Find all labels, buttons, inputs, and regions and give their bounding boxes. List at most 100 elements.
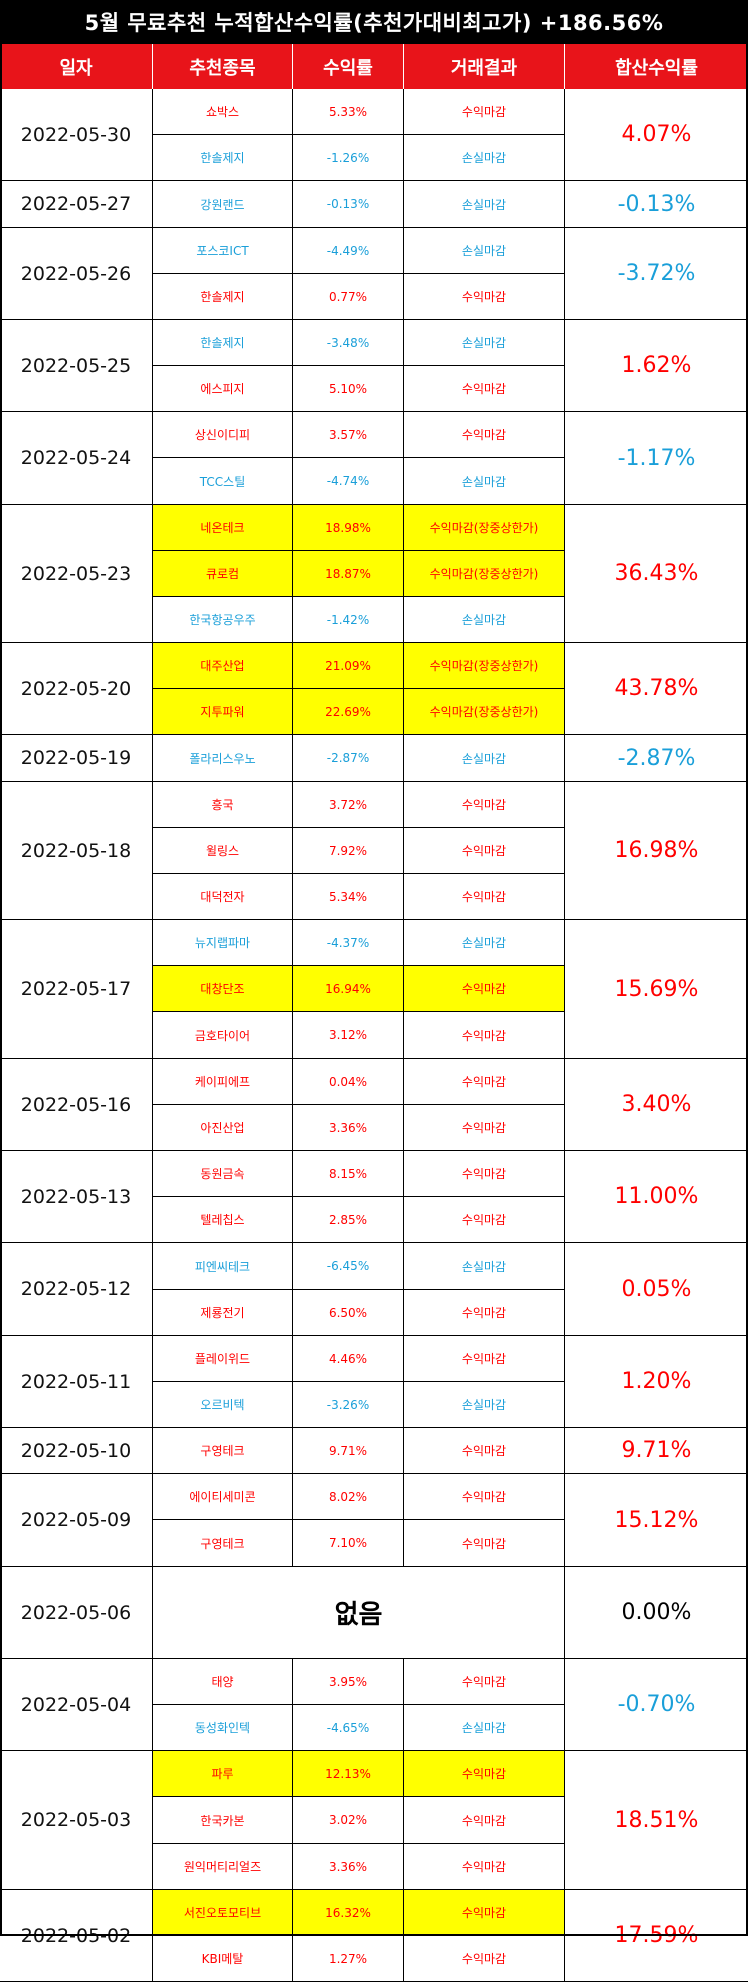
combined-return-cell: 43.78% — [565, 643, 748, 735]
trade-result-cell: 손실마감 — [404, 181, 565, 228]
combined-return-cell: -3.72% — [565, 228, 748, 320]
trade-result-cell: 손실마감 — [404, 735, 565, 782]
stock-name-cell: KBI메탈 — [153, 1936, 293, 1982]
stock-name-cell: 한솔제지 — [153, 135, 293, 181]
date-cell: 2022-05-06 — [0, 1567, 153, 1659]
stock-name-cell: 윌링스 — [153, 828, 293, 874]
trade-result-cell: 수익마감 — [404, 828, 565, 874]
return-rate-cell: 6.50% — [293, 1290, 404, 1336]
stock-name-cell: 서진오토모티브 — [153, 1890, 293, 1936]
stock-name-cell: 지투파워 — [153, 689, 293, 735]
trade-result-cell: 수익마감(장중상한가) — [404, 643, 565, 689]
trade-result-cell: 수익마감(장중상한가) — [404, 505, 565, 551]
combined-return-cell: 15.69% — [565, 920, 748, 1059]
combined-return-cell: -0.70% — [565, 1659, 748, 1751]
trade-result-cell: 수익마감 — [404, 1520, 565, 1567]
header-date: 일자 — [0, 44, 153, 89]
stock-name-cell: 한솔제지 — [153, 320, 293, 366]
return-rate-cell: 18.87% — [293, 551, 404, 597]
trade-result-cell: 손실마감 — [404, 597, 565, 643]
return-rate-cell: 12.13% — [293, 1751, 404, 1797]
stock-name-cell: TCC스틸 — [153, 458, 293, 505]
return-rate-cell: -2.87% — [293, 735, 404, 782]
header-rate: 수익률 — [293, 44, 404, 89]
return-rate-cell: 7.92% — [293, 828, 404, 874]
trade-result-cell: 손실마감 — [404, 228, 565, 274]
return-rate-cell: 22.69% — [293, 689, 404, 735]
trade-result-cell: 수익마감 — [404, 366, 565, 412]
trade-result-cell: 수익마감 — [404, 412, 565, 458]
date-cell: 2022-05-10 — [0, 1428, 153, 1474]
date-cell: 2022-05-24 — [0, 412, 153, 505]
trade-result-cell: 수익마감 — [404, 1336, 565, 1382]
stock-name-cell: 상신이디피 — [153, 412, 293, 458]
combined-return-cell: -2.87% — [565, 735, 748, 782]
date-cell: 2022-05-25 — [0, 320, 153, 412]
combined-return-cell: 4.07% — [565, 89, 748, 181]
no-recommendation-cell: 없음 — [153, 1567, 565, 1659]
return-rate-cell: 8.02% — [293, 1474, 404, 1520]
combined-return-cell: 16.98% — [565, 782, 748, 920]
header-total: 합산수익률 — [565, 44, 748, 89]
stock-name-cell: 큐로컴 — [153, 551, 293, 597]
return-rate-cell: 16.32% — [293, 1890, 404, 1936]
combined-return-cell: -0.13% — [565, 181, 748, 228]
return-rate-cell: 16.94% — [293, 966, 404, 1012]
return-rate-cell: 21.09% — [293, 643, 404, 689]
stock-name-cell: 케이피에프 — [153, 1059, 293, 1105]
return-rate-cell: -3.48% — [293, 320, 404, 366]
stock-name-cell: 쇼박스 — [153, 89, 293, 135]
return-rate-cell: 3.95% — [293, 1659, 404, 1705]
return-rate-cell: 3.57% — [293, 412, 404, 458]
trade-result-cell: 손실마감 — [404, 920, 565, 966]
date-cell: 2022-05-20 — [0, 643, 153, 735]
stock-name-cell: 동원금속 — [153, 1151, 293, 1197]
date-cell: 2022-05-27 — [0, 181, 153, 228]
return-rate-cell: 5.33% — [293, 89, 404, 135]
date-cell: 2022-05-16 — [0, 1059, 153, 1151]
return-rate-cell: -0.13% — [293, 181, 404, 228]
return-rate-cell: 1.27% — [293, 1936, 404, 1982]
trade-result-cell: 수익마감 — [404, 1012, 565, 1059]
trade-result-cell: 수익마감(장중상한가) — [404, 689, 565, 735]
date-cell: 2022-05-02 — [0, 1890, 153, 1982]
date-cell: 2022-05-18 — [0, 782, 153, 920]
return-rate-cell: 3.36% — [293, 1844, 404, 1890]
return-rate-cell: 3.12% — [293, 1012, 404, 1059]
trade-result-cell: 수익마감 — [404, 1197, 565, 1243]
date-cell: 2022-05-04 — [0, 1659, 153, 1751]
return-rate-cell: -4.65% — [293, 1705, 404, 1751]
stock-name-cell: 구영테크 — [153, 1520, 293, 1567]
stock-name-cell: 네온테크 — [153, 505, 293, 551]
stock-name-cell: 한솔제지 — [153, 274, 293, 320]
return-rate-cell: -1.42% — [293, 597, 404, 643]
combined-return-cell: 36.43% — [565, 505, 748, 643]
stock-name-cell: 제룡전기 — [153, 1290, 293, 1336]
date-cell: 2022-05-26 — [0, 228, 153, 320]
trade-result-cell: 손실마감 — [404, 135, 565, 181]
stock-name-cell: 오르비텍 — [153, 1382, 293, 1428]
trade-result-cell: 수익마감 — [404, 1474, 565, 1520]
trade-result-cell: 수익마감 — [404, 782, 565, 828]
return-rate-cell: -3.26% — [293, 1382, 404, 1428]
combined-return-cell: 15.12% — [565, 1474, 748, 1567]
stock-name-cell: 피엔씨테크 — [153, 1243, 293, 1290]
trade-result-cell: 수익마감 — [404, 1105, 565, 1151]
stock-name-cell: 파루 — [153, 1751, 293, 1797]
trade-result-cell: 수익마감 — [404, 1936, 565, 1982]
return-rate-cell: 4.46% — [293, 1336, 404, 1382]
return-rate-cell: 9.71% — [293, 1428, 404, 1474]
stock-name-cell: 구영테크 — [153, 1428, 293, 1474]
stock-name-cell: 아진산업 — [153, 1105, 293, 1151]
trade-result-cell: 수익마감 — [404, 1151, 565, 1197]
trade-result-cell: 손실마감 — [404, 1243, 565, 1290]
return-rate-cell: 18.98% — [293, 505, 404, 551]
trade-result-cell: 손실마감 — [404, 458, 565, 505]
stock-name-cell: 대덕전자 — [153, 874, 293, 920]
trade-result-cell: 수익마감 — [404, 874, 565, 920]
combined-return-cell: -1.17% — [565, 412, 748, 505]
date-cell: 2022-05-17 — [0, 920, 153, 1059]
stock-name-cell: 폴라리스우노 — [153, 735, 293, 782]
date-cell: 2022-05-12 — [0, 1243, 153, 1336]
trade-result-cell: 수익마감 — [404, 1797, 565, 1844]
